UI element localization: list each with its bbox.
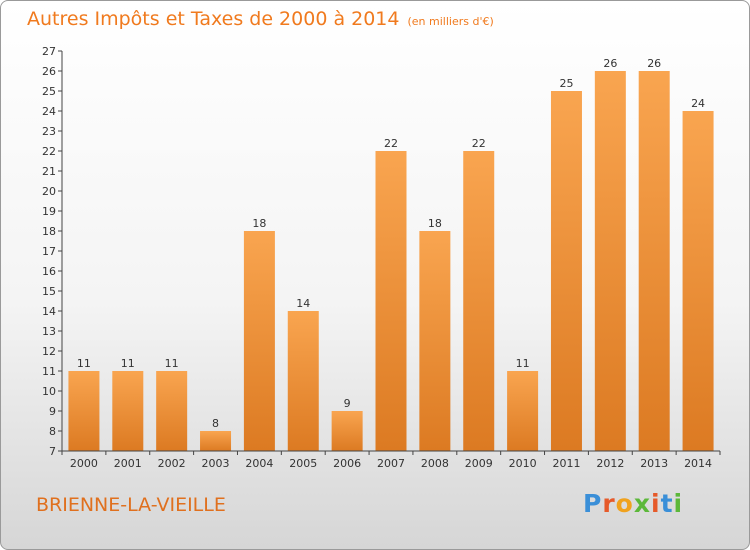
y-tick-label: 22 — [42, 145, 56, 158]
bar — [594, 71, 626, 451]
bar — [68, 371, 100, 451]
y-tick-label: 13 — [42, 325, 56, 338]
bar-value-label: 26 — [647, 57, 661, 70]
y-tick-label: 10 — [42, 385, 56, 398]
y-tick-label: 26 — [42, 65, 56, 78]
y-tick-label: 12 — [42, 345, 56, 358]
brand-letter: P — [583, 489, 603, 518]
y-tick-label: 17 — [42, 245, 56, 258]
y-tick-label: 11 — [42, 365, 56, 378]
bar-value-label: 11 — [516, 357, 530, 370]
x-tick-label: 2013 — [640, 457, 668, 470]
bar — [463, 151, 495, 451]
x-tick-label: 2014 — [684, 457, 712, 470]
x-tick-label: 2012 — [596, 457, 624, 470]
brand-letter: i — [673, 489, 684, 518]
bar-value-label: 18 — [428, 217, 442, 230]
bar-value-label: 14 — [296, 297, 310, 310]
brand-letter: o — [615, 489, 634, 518]
y-tick-label: 25 — [42, 85, 56, 98]
x-tick-label: 2005 — [289, 457, 317, 470]
y-tick-label: 16 — [42, 265, 56, 278]
title-block: Autres Impôts et Taxes de 2000 à 2014 (en… — [27, 8, 494, 30]
x-axis: 2000 2001 2002 2003 2004 2005 2006 2007 2008 2009… — [61, 450, 721, 470]
y-tick-label: 14 — [42, 305, 56, 318]
x-tick-label: 2009 — [465, 457, 493, 470]
bar-value-label: 22 — [472, 137, 486, 150]
brand-letter: t — [660, 489, 674, 518]
bar — [156, 371, 188, 451]
bar — [200, 431, 232, 451]
bar-value-label: 11 — [77, 357, 91, 370]
y-tick-label: 21 — [42, 165, 56, 178]
x-tick-label: 2011 — [552, 457, 580, 470]
bar — [638, 71, 670, 451]
x-tick-label: 2003 — [202, 457, 230, 470]
x-tick-label: 2006 — [333, 457, 361, 470]
x-tick-label: 2002 — [158, 457, 186, 470]
brand-letter: x — [633, 489, 651, 518]
bar — [682, 111, 714, 451]
bar — [112, 371, 144, 451]
chart-title: Autres Impôts et Taxes de 2000 à 2014 — [27, 8, 400, 30]
y-tick-label: 15 — [42, 285, 56, 298]
y-axis: 7 8 9 10 11 12 13 14 15 16 17 18 19 20 21 22 23 24 25 26 27 — [42, 45, 63, 458]
commune-name: BRIENNE-LA-VIEILLE — [36, 494, 226, 516]
y-tick-label: 20 — [42, 185, 56, 198]
x-tick-label: 2007 — [377, 457, 405, 470]
bar-value-label: 8 — [212, 417, 219, 430]
bar — [243, 231, 275, 451]
x-tick-label: 2000 — [70, 457, 98, 470]
y-tick-label: 27 — [42, 45, 56, 58]
y-tick-label: 8 — [49, 425, 56, 438]
bar-value-label: 11 — [165, 357, 179, 370]
bar — [550, 91, 582, 451]
x-tick-label: 2010 — [509, 457, 537, 470]
y-tick-label: 7 — [49, 445, 56, 458]
x-tick-label: 2008 — [421, 457, 449, 470]
bar-value-label: 18 — [252, 217, 266, 230]
y-tick-label: 18 — [42, 225, 56, 238]
bar-value-label: 25 — [559, 77, 573, 90]
bar — [419, 231, 451, 451]
bar — [331, 411, 363, 451]
y-tick-label: 24 — [42, 105, 56, 118]
y-tick-label: 23 — [42, 125, 56, 138]
bar-value-label: 22 — [384, 137, 398, 150]
x-tick-label: 2004 — [245, 457, 273, 470]
x-tick-label: 2001 — [114, 457, 142, 470]
bar-value-label: 26 — [603, 57, 617, 70]
bars: 11 11 11 8 18 14 9 22 18 22 11 25 26 26 24 — [68, 57, 714, 451]
bar-value-label: 11 — [121, 357, 135, 370]
bar — [287, 311, 319, 451]
y-tick-label: 19 — [42, 205, 56, 218]
y-tick-label: 9 — [49, 405, 56, 418]
chart-unit: (en milliers d'€) — [407, 15, 494, 28]
bar-value-label: 24 — [691, 97, 705, 110]
brand-letter: i — [651, 489, 661, 518]
bar — [507, 371, 539, 451]
brand-logo[interactable]: Proxiti — [583, 489, 683, 518]
brand-letter: r — [602, 489, 616, 518]
bar — [375, 151, 407, 451]
bar-value-label: 9 — [344, 397, 351, 410]
